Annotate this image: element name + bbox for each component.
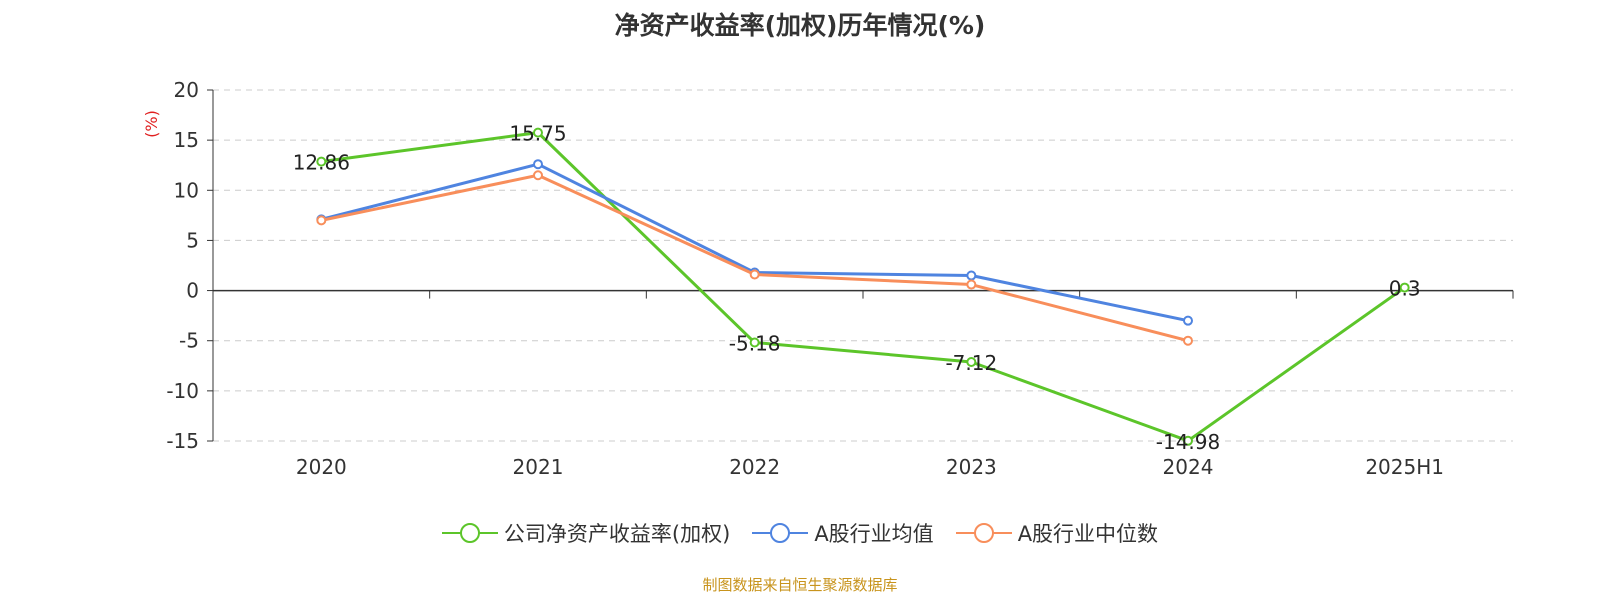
data-label: -14.98: [1156, 430, 1220, 454]
y-axis-label: (%): [142, 110, 161, 138]
y-tick-label: 10: [174, 178, 199, 202]
data-point: [1183, 315, 1193, 326]
data-point: [749, 269, 760, 280]
x-tick-label: 2022: [729, 455, 780, 479]
data-label: 12.86: [293, 151, 350, 175]
legend-item-industry-mean[interactable]: A股行业均值: [752, 518, 934, 548]
x-tick-label: 2021: [513, 455, 564, 479]
data-point: [533, 170, 543, 181]
legend-label: A股行业均值: [814, 522, 934, 546]
y-tick-label: -15: [166, 429, 199, 453]
x-tick-label: 2023: [946, 455, 997, 479]
data-point: [1183, 335, 1193, 346]
chart-title: 净资产收益率(加权)历年情况(%): [614, 11, 986, 40]
y-tick-label: -5: [179, 329, 199, 353]
label-layer: 12.86 15.75 -5.18 -7.12 -14.98 0.3: [293, 122, 1421, 454]
y-tick-label: 5: [186, 228, 199, 252]
y-tick-label: 20: [174, 78, 199, 102]
data-point: [966, 356, 977, 367]
series-layer: [316, 127, 1410, 446]
data-point: [1183, 435, 1193, 446]
legend-label: A股行业中位数: [1017, 522, 1159, 546]
data-point: [316, 156, 327, 167]
data-label: 0.3: [1389, 277, 1421, 301]
data-point: [966, 279, 977, 290]
x-tick-label: 2024: [1163, 455, 1214, 479]
y-tick-label: 15: [174, 128, 199, 152]
axis-layer: 20 15 10 5 0 -5 -10 -15 2020 2021 2022 2023 2024 2025…: [166, 78, 1514, 479]
legend-label: 公司净资产收益率(加权): [503, 522, 731, 546]
legend-item-company[interactable]: 公司净资产收益率(加权): [441, 518, 731, 548]
grid-layer: [213, 89, 1513, 442]
data-label: -5.18: [729, 332, 781, 356]
series-line: [321, 173, 1189, 343]
data-point: [966, 270, 977, 281]
legend: 公司净资产收益率(加权) A股行业均值 A股行业中位数: [0, 518, 1600, 548]
data-point: [749, 337, 760, 348]
data-point: [1399, 282, 1410, 293]
data-point: [533, 159, 543, 170]
legend-item-industry-median[interactable]: A股行业中位数: [955, 518, 1159, 548]
y-tick-label: -10: [166, 379, 199, 403]
legend-marker-icon: [441, 523, 498, 543]
data-source-note: 制图数据来自恒生聚源数据库: [702, 576, 898, 594]
y-tick-label: 0: [186, 279, 199, 303]
series-line: [321, 131, 1406, 443]
data-point: [316, 215, 327, 226]
x-tick-label: 2025H1: [1365, 455, 1444, 479]
legend-marker-icon: [752, 523, 809, 543]
legend-marker-icon: [955, 523, 1012, 543]
data-label: -7.12: [945, 351, 997, 375]
data-point: [533, 127, 543, 138]
series-line: [320, 162, 1189, 323]
x-tick-label: 2020: [296, 455, 347, 479]
data-label: 15.75: [509, 122, 566, 146]
